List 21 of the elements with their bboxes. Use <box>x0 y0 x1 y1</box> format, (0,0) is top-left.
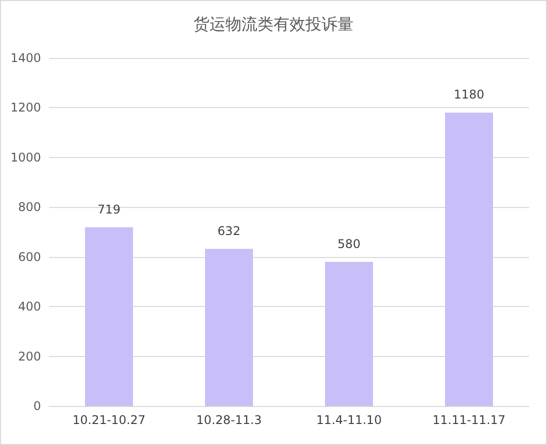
bar <box>445 112 493 406</box>
y-tick-label: 1400 <box>10 51 41 65</box>
bar <box>325 262 373 406</box>
data-label: 580 <box>338 236 360 251</box>
y-tick-label: 0 <box>33 399 41 413</box>
y-tick-label: 200 <box>18 349 41 364</box>
data-label: 719 <box>98 202 120 216</box>
data-label: 1180 <box>454 88 484 102</box>
x-tick-label: 11.4-11.10 <box>316 413 382 427</box>
y-tick-label: 1200 <box>10 100 41 115</box>
y-tick-label: 400 <box>18 300 41 314</box>
y-tick-label: 600 <box>18 250 41 264</box>
x-tick-label: 11.11-11.17 <box>432 413 506 427</box>
bar <box>205 248 253 406</box>
y-tick-label: 1000 <box>10 150 41 164</box>
x-tick-label: 10.21-10.27 <box>72 413 146 427</box>
x-tick-label: 10.28-11.3 <box>196 413 262 427</box>
data-label: 632 <box>218 224 240 238</box>
bar <box>85 227 133 406</box>
y-tick-label: 800 <box>18 200 41 214</box>
chart-title: 货运物流类有效投诉量 <box>194 14 354 34</box>
